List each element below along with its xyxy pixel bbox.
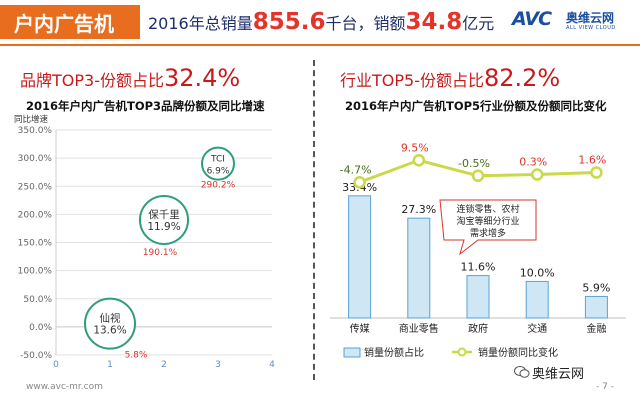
right-heading-text: 行业TOP5-份额占比 xyxy=(340,71,484,90)
footer-url: www.avc-mr.com xyxy=(26,382,103,392)
category-label: 交通 xyxy=(527,322,547,335)
bar-segment xyxy=(466,275,490,319)
left-heading: 品牌TOP3-份额占比32.4% xyxy=(20,64,240,92)
line-point xyxy=(530,168,544,181)
brand-logo: AVC xyxy=(512,8,552,30)
y-tick-label: 150.0% xyxy=(18,239,53,249)
y-tick-label: 100.0% xyxy=(18,267,53,277)
y-tick-label: 50.0% xyxy=(23,295,52,305)
y-tick-label: 0.0% xyxy=(29,323,52,333)
brand-logo-cn: 奥维云网 xyxy=(566,11,615,25)
y-tick-label: 300.0% xyxy=(18,154,53,164)
left-chart-title: 2016年户内广告机TOP3品牌份额及同比增速 xyxy=(26,99,265,113)
line-value-label: -4.7% xyxy=(340,163,372,176)
bubble-share-label: 11.9% xyxy=(147,221,180,233)
bubble-point xyxy=(84,297,136,350)
wechat-label: 奥维云网 xyxy=(532,367,585,382)
title-tag xyxy=(0,5,140,39)
y-axis-label: 同比增速 xyxy=(14,114,49,125)
legend-bar-swatch xyxy=(343,347,361,358)
header-rule xyxy=(0,44,640,46)
wechat-icon xyxy=(514,364,530,383)
callout-line: 淘宝等细分行业 xyxy=(456,215,519,227)
section-divider xyxy=(313,60,315,380)
right-chart-title: 2016年户内广告机TOP5行业份额及份额同比变化 xyxy=(345,99,607,113)
bubble-chart: 同比增速 -50.0% 0.0% 50.0% 100.0% 150.0% 200.0% 250… xyxy=(14,114,275,370)
line-value-label: 0.3% xyxy=(519,156,547,169)
left-heading-pct: 32.4% xyxy=(163,64,241,92)
page-subtitle: 2016年总销量855.6千台，销额34.8亿元 xyxy=(148,9,494,35)
line-value-label: 9.5% xyxy=(401,141,429,154)
bar-segment xyxy=(407,217,431,319)
revenue-value: 34.8 xyxy=(405,9,463,35)
bar-value-label: 10.0% xyxy=(520,266,555,279)
legend-line-marker xyxy=(457,347,467,357)
line-point xyxy=(590,166,603,179)
subtitle-prefix: 2016年总销量 xyxy=(148,14,253,33)
line-point xyxy=(353,176,366,189)
bubble-point xyxy=(139,194,189,245)
bubble-growth-label: 190.1% xyxy=(143,248,178,258)
sales-value: 855.6 xyxy=(252,9,326,35)
callout-line: 连锁零售、农村 xyxy=(456,203,519,215)
bar-value-label: 11.6% xyxy=(461,261,496,274)
bubble-share-label: 13.6% xyxy=(93,325,126,337)
x-tick-label: 0 xyxy=(53,360,59,370)
page-title: 户内广告机 xyxy=(14,12,114,36)
x-tick-label: 4 xyxy=(269,360,275,370)
bar-value-label: 27.3% xyxy=(401,203,436,216)
category-label: 金融 xyxy=(586,322,606,335)
line-point xyxy=(412,154,426,167)
y-tick-label: 350.0% xyxy=(18,126,53,136)
legend-bar-label: 销量份额占比 xyxy=(364,346,424,359)
left-heading-text: 品牌TOP3-份额占比 xyxy=(20,71,164,90)
y-tick-label: 200.0% xyxy=(18,210,53,220)
callout-line: 需求增多 xyxy=(470,227,506,239)
bubble-name-label: 保千里 xyxy=(148,208,180,221)
category-label: 传媒 xyxy=(350,323,370,335)
line-value-label: -0.5% xyxy=(458,157,490,170)
revenue-unit: 亿元 xyxy=(462,14,495,33)
line-value-label: 1.6% xyxy=(578,154,606,167)
category-label: 商业零售 xyxy=(399,322,439,335)
bubble-growth-label: 290.2% xyxy=(201,181,236,191)
right-heading: 行业TOP5-份额占比82.2% xyxy=(340,64,560,92)
x-tick-label: 1 xyxy=(107,360,113,370)
brand-logo-en: ALL VIEW CLOUD xyxy=(566,25,616,31)
legend-line-label: 销量份额同比变化 xyxy=(478,346,558,359)
callout-box xyxy=(439,199,537,256)
x-tick-label: 2 xyxy=(161,360,167,370)
line-point xyxy=(471,169,485,183)
sales-unit: 千台，销额 xyxy=(325,14,406,33)
page-number: - 7 - xyxy=(596,382,614,392)
bar-line-chart: 33.4%传媒27.3%商业零售11.6%政府10.0%交通5.9%金融-4.7… xyxy=(330,141,626,359)
x-tick-label: 3 xyxy=(215,360,221,370)
bubble-name-label: TCI xyxy=(210,155,225,165)
bubble-name-label: 仙视 xyxy=(100,312,121,325)
category-label: 政府 xyxy=(468,322,488,335)
right-heading-pct: 82.2% xyxy=(483,64,561,92)
y-tick-label: -50.0% xyxy=(20,351,52,361)
bubble-share-label: 6.9% xyxy=(207,167,230,177)
bar-value-label: 5.9% xyxy=(582,281,610,294)
bar-segment xyxy=(525,280,549,319)
bar-segment xyxy=(584,295,608,319)
bubble-point xyxy=(201,146,235,181)
bubble-growth-label: 5.8% xyxy=(125,351,148,361)
y-tick-label: 250.0% xyxy=(18,182,53,192)
bar-segment xyxy=(348,195,372,319)
